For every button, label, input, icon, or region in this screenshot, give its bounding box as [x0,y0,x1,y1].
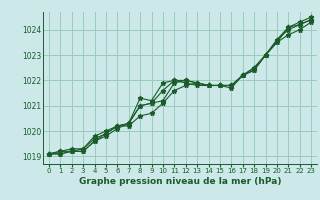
X-axis label: Graphe pression niveau de la mer (hPa): Graphe pression niveau de la mer (hPa) [79,177,281,186]
